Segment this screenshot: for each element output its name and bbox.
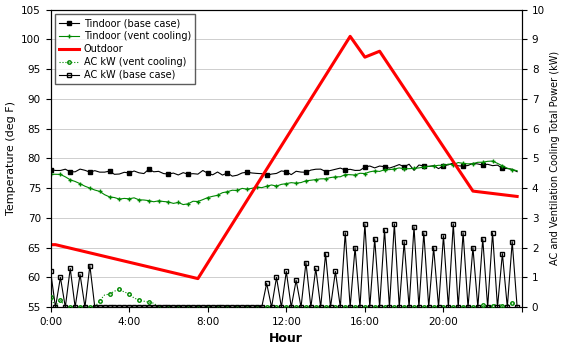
- Y-axis label: AC and Ventilation Cooling Total Power (kW): AC and Ventilation Cooling Total Power (…: [551, 51, 560, 265]
- X-axis label: Hour: Hour: [269, 332, 303, 345]
- Y-axis label: Temperature (deg F): Temperature (deg F): [6, 101, 15, 216]
- Legend: Tindoor (base case), Tindoor (vent cooling), Outdoor, AC kW (vent cooling), AC k: Tindoor (base case), Tindoor (vent cooli…: [55, 14, 195, 84]
